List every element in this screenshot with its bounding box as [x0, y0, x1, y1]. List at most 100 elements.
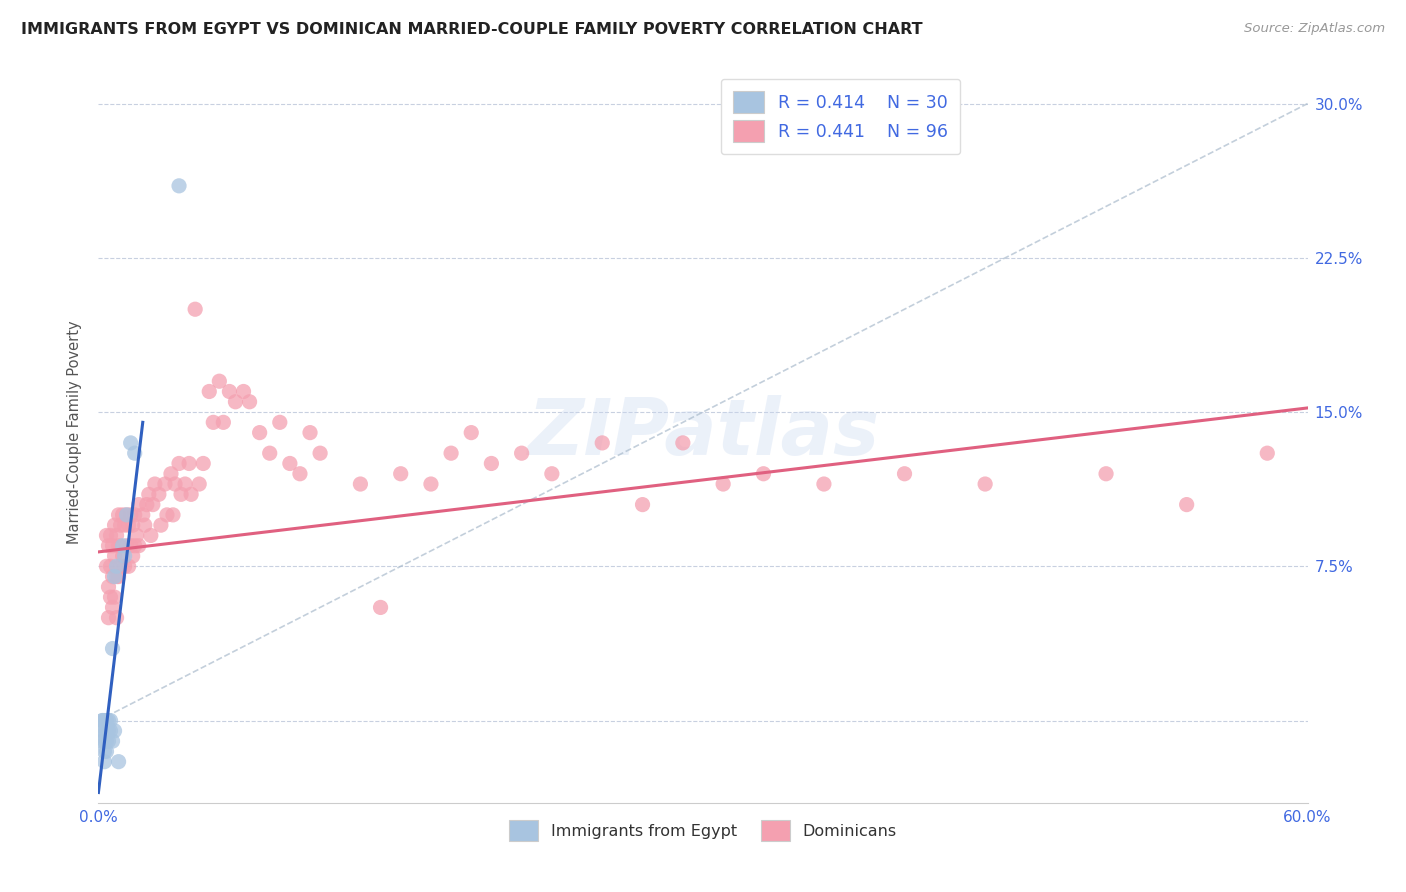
Point: [96, 723, 118, 738]
Point: [103, 590, 125, 604]
Point: [114, 559, 136, 574]
Legend: Immigrants from Egypt, Dominicans: Immigrants from Egypt, Dominicans: [499, 811, 907, 850]
Point: [269, 415, 291, 429]
Point: [107, 539, 129, 553]
Point: [124, 446, 146, 460]
Point: [389, 467, 412, 481]
Point: [97, 734, 120, 748]
Point: [91, 714, 114, 728]
Point: [143, 477, 166, 491]
Point: [481, 457, 503, 471]
Point: [105, 611, 128, 625]
Point: [156, 508, 179, 522]
Point: [974, 477, 997, 491]
Point: [103, 723, 125, 738]
Point: [349, 477, 371, 491]
Point: [510, 446, 533, 460]
Point: [163, 477, 186, 491]
Point: [118, 559, 141, 574]
Point: [540, 467, 562, 481]
Point: [125, 528, 148, 542]
Point: [100, 590, 122, 604]
Point: [111, 549, 134, 563]
Point: [93, 734, 115, 748]
Point: [101, 734, 124, 748]
Point: [142, 498, 165, 512]
Point: [813, 477, 835, 491]
Point: [115, 508, 138, 522]
Point: [118, 518, 141, 533]
Text: Source: ZipAtlas.com: Source: ZipAtlas.com: [1244, 22, 1385, 36]
Point: [121, 549, 143, 563]
Point: [120, 539, 142, 553]
Point: [105, 559, 128, 574]
Point: [96, 714, 118, 728]
Point: [96, 528, 118, 542]
Point: [107, 569, 129, 583]
Point: [420, 477, 443, 491]
Point: [103, 569, 125, 583]
Point: [132, 508, 155, 522]
Point: [96, 734, 118, 748]
Point: [179, 457, 201, 471]
Point: [120, 508, 142, 522]
Point: [110, 518, 132, 533]
Point: [121, 518, 143, 533]
Point: [100, 528, 122, 542]
Point: [100, 559, 122, 574]
Point: [259, 446, 281, 460]
Point: [224, 394, 246, 409]
Point: [180, 487, 202, 501]
Point: [162, 508, 184, 522]
Point: [120, 436, 142, 450]
Point: [170, 487, 193, 501]
Point: [96, 559, 118, 574]
Text: ZIPatlas: ZIPatlas: [527, 394, 879, 471]
Point: [232, 384, 254, 399]
Point: [153, 477, 176, 491]
Point: [101, 641, 124, 656]
Point: [128, 539, 150, 553]
Point: [239, 394, 262, 409]
Point: [167, 178, 190, 193]
Point: [309, 446, 332, 460]
Point: [1095, 467, 1118, 481]
Point: [105, 569, 128, 583]
Point: [212, 415, 235, 429]
Point: [96, 744, 118, 758]
Point: [100, 723, 122, 738]
Point: [103, 549, 125, 563]
Y-axis label: Married-Couple Family Poverty: Married-Couple Family Poverty: [67, 321, 83, 544]
Point: [114, 518, 136, 533]
Point: [167, 457, 190, 471]
Point: [138, 487, 160, 501]
Point: [631, 498, 654, 512]
Point: [110, 559, 132, 574]
Point: [93, 755, 115, 769]
Point: [278, 457, 301, 471]
Point: [208, 374, 231, 388]
Point: [124, 539, 146, 553]
Point: [93, 723, 115, 738]
Point: [101, 539, 124, 553]
Text: IMMIGRANTS FROM EGYPT VS DOMINICAN MARRIED-COUPLE FAMILY POVERTY CORRELATION CHA: IMMIGRANTS FROM EGYPT VS DOMINICAN MARRI…: [21, 22, 922, 37]
Point: [160, 467, 183, 481]
Point: [101, 569, 124, 583]
Point: [198, 384, 221, 399]
Point: [91, 734, 114, 748]
Point: [188, 477, 211, 491]
Point: [115, 539, 138, 553]
Point: [148, 487, 170, 501]
Point: [97, 580, 120, 594]
Point: [193, 457, 215, 471]
Point: [134, 518, 156, 533]
Point: [100, 714, 122, 728]
Point: [97, 723, 120, 738]
Point: [752, 467, 775, 481]
Point: [124, 508, 146, 522]
Point: [440, 446, 463, 460]
Point: [103, 518, 125, 533]
Point: [91, 723, 114, 738]
Point: [893, 467, 915, 481]
Point: [184, 302, 207, 317]
